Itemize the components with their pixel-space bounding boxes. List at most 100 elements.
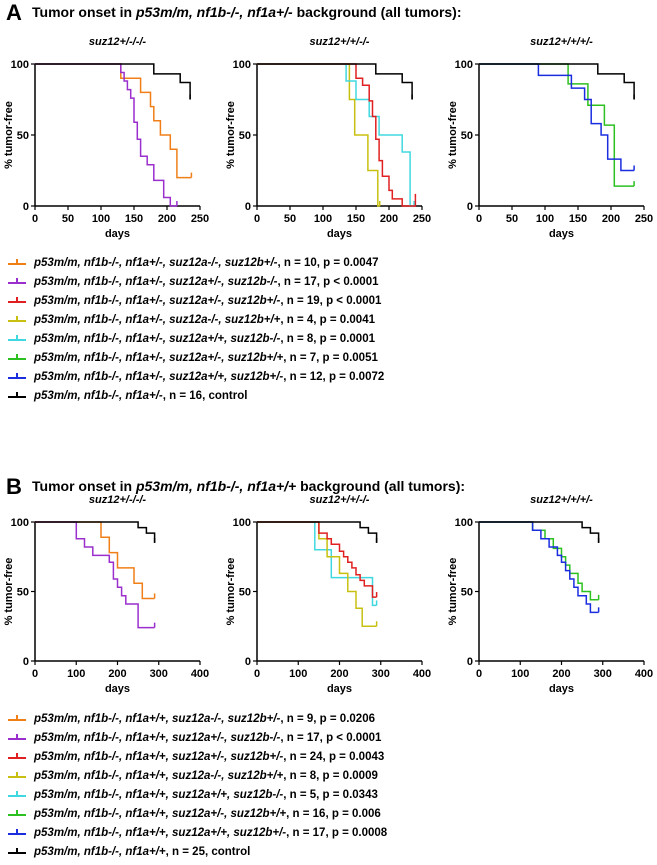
y-tick-label: 50: [17, 130, 29, 142]
y-axis-label: % tumor-free: [225, 101, 237, 169]
x-tick-label: 0: [32, 668, 38, 680]
legend-b-item: p53m/m, nf1b-/-, nf1a+/+, suz12a+/-, suz…: [8, 729, 387, 748]
legend-a-stat: , n = 17, p < 0.0001: [277, 276, 379, 288]
survival-curve: [257, 521, 377, 598]
x-axis-label: days: [327, 683, 352, 695]
survival-curve: [257, 521, 377, 607]
survival-curve: [257, 63, 415, 207]
legend-b-genotype: p53m/m, nf1b-/-, nf1a+/+, suz12a+/-, suz…: [34, 751, 284, 763]
x-tick-label: 200: [158, 213, 176, 225]
survival-curve: [257, 521, 378, 543]
legend-a-item: p53m/m, nf1b-/-, nf1a+/-, suz12a+/-, suz…: [8, 292, 384, 311]
legend-swatch: [8, 828, 26, 839]
legend-a: p53m/m, nf1b-/-, nf1a+/-, suz12a-/-, suz…: [8, 254, 384, 406]
legend-a-genotype: p53m/m, nf1b-/-, nf1a+/-, suz12a+/-, suz…: [34, 276, 278, 288]
x-tick-label: 300: [150, 668, 168, 680]
legend-a-stat: , n = 16, control: [162, 390, 248, 402]
legend-a-stat: , n = 10, p = 0.0047: [277, 257, 379, 269]
survival-curve: [479, 521, 600, 543]
survival-curve: [479, 63, 635, 187]
legend-swatch: [8, 277, 26, 288]
y-tick-label: 100: [11, 517, 29, 529]
x-tick-label: 100: [92, 213, 110, 225]
legend-swatch: [8, 809, 26, 820]
legend-b-stat: , n = 9, p = 0.0206: [280, 713, 375, 725]
legend-a-genotype: p53m/m, nf1b-/-, nf1a+/-, suz12a-/-, suz…: [34, 314, 281, 326]
panel-a-title-prefix: Tumor onset in: [32, 4, 136, 20]
legend-swatch: [8, 315, 26, 326]
legend-b-stat: , n = 5, p = 0.0343: [283, 789, 378, 801]
legend-a-genotype: p53m/m, nf1b-/-, nf1a+/-, suz12a+/-, suz…: [34, 295, 281, 307]
survival-curve: [479, 63, 635, 172]
x-tick-label: 400: [635, 668, 653, 680]
x-axis-label: days: [549, 228, 574, 240]
legend-b-item: p53m/m, nf1b-/-, nf1a+/+, suz12a+/-, suz…: [8, 748, 387, 767]
legend-b-item: p53m/m, nf1b-/-, nf1a+/+, suz12a+/+, suz…: [8, 786, 387, 805]
y-axis-label: % tumor-free: [225, 558, 237, 626]
legend-swatch: [8, 391, 26, 402]
legend-a-stat: , n = 7, p = 0.0051: [283, 352, 378, 364]
x-tick-label: 300: [594, 668, 612, 680]
legend-b-stat: , n = 17, p = 0.0008: [286, 827, 388, 839]
survival-chart: suz12+/+/-/- 0 50 100 0 100 200 300 400 days % tum…: [225, 494, 431, 695]
panel-a-title-genotype: p53m/m, nf1b-/-, nf1a+/-: [135, 4, 293, 20]
x-tick-label: 100: [314, 213, 332, 225]
x-tick-label: 100: [511, 668, 529, 680]
legend-a-item: p53m/m, nf1b-/-, nf1a+/-, suz12a-/-, suz…: [8, 254, 384, 273]
x-tick-label: 150: [569, 213, 587, 225]
panel-b-title-prefix: Tumor onset in: [32, 478, 136, 494]
legend-a-item: p53m/m, nf1b-/-, nf1a+/-, suz12a-/-, suz…: [8, 311, 384, 330]
x-tick-label: 0: [476, 668, 482, 680]
legend-swatch: [8, 771, 26, 782]
chart-title: suz12+/+/-/-: [310, 36, 370, 48]
y-tick-label: 100: [233, 59, 251, 71]
legend-a-genotype: p53m/m, nf1b-/-, nf1a+/-, suz12a+/+, suz…: [34, 333, 281, 345]
survival-curve: [35, 63, 191, 100]
legend-a-item: p53m/m, nf1b-/-, nf1a+/-, suz12a+/-, suz…: [8, 349, 384, 368]
legend-swatch: [8, 714, 26, 725]
legend-a-item: p53m/m, nf1b-/-, nf1a+/-, suz12a+/-, suz…: [8, 273, 384, 292]
chart-title: suz12+/-/-/-: [89, 494, 146, 506]
x-tick-label: 0: [32, 213, 38, 225]
x-tick-label: 400: [191, 668, 209, 680]
legend-b-genotype: p53m/m, nf1b-/-, nf1a+/+, suz12a+/+, suz…: [34, 827, 287, 839]
legend-b-genotype: p53m/m, nf1b-/-, nf1a+/+, suz12a+/+, suz…: [34, 789, 284, 801]
y-axis-label: % tumor-free: [447, 101, 459, 169]
survival-chart: suz12+/-/-/- 0 50 100 0 50 100 150 200 250 days % t…: [3, 36, 209, 240]
legend-swatch: [8, 790, 26, 801]
legend-swatch: [8, 372, 26, 383]
legend-b-stat: , n = 25, control: [165, 846, 251, 858]
legend-b-item: p53m/m, nf1b-/-, nf1a+/+, n = 25, contro…: [8, 843, 387, 862]
legend-b-stat: , n = 24, p = 0.0043: [283, 751, 385, 763]
legend-swatch: [8, 847, 26, 858]
legend-b-stat: , n = 8, p = 0.0009: [283, 770, 378, 782]
x-tick-label: 200: [380, 213, 398, 225]
survival-curve: [257, 521, 377, 628]
survival-curve: [35, 63, 177, 207]
y-tick-label: 50: [239, 130, 251, 142]
legend-b-stat: , n = 17, p < 0.0001: [280, 732, 382, 744]
legend-b-genotype: p53m/m, nf1b-/-, nf1a+/+, suz12a-/-, suz…: [34, 713, 281, 725]
legend-b-item: p53m/m, nf1b-/-, nf1a+/+, suz12a+/+, suz…: [8, 824, 387, 843]
y-tick-label: 100: [11, 59, 29, 71]
panel-letter-a: A: [6, 0, 22, 25]
x-tick-label: 150: [347, 213, 365, 225]
survival-curve: [35, 521, 155, 600]
x-axis-label: days: [105, 228, 130, 240]
y-tick-label: 0: [23, 201, 29, 213]
survival-curve: [479, 521, 599, 614]
chart-title: suz12+/+/-/-: [310, 494, 370, 506]
chart-title: suz12+/-/-/-: [89, 36, 146, 48]
legend-swatch: [8, 752, 26, 763]
legend-a-stat: , n = 12, p = 0.0072: [283, 371, 385, 383]
survival-curve: [35, 521, 156, 543]
x-tick-label: 250: [635, 213, 653, 225]
x-tick-label: 100: [536, 213, 554, 225]
legend-swatch: [8, 296, 26, 307]
legend-b-item: p53m/m, nf1b-/-, nf1a+/+, suz12a-/-, suz…: [8, 710, 387, 729]
survival-chart: suz12+/-/-/- 0 50 100 0 100 200 300 400 days % tum…: [3, 494, 209, 695]
x-tick-label: 0: [254, 668, 260, 680]
legend-b-genotype: p53m/m, nf1b-/-, nf1a+/+, suz12a+/-, suz…: [34, 808, 287, 820]
legend-a-genotype: p53m/m, nf1b-/-, nf1a+/-: [34, 390, 163, 402]
